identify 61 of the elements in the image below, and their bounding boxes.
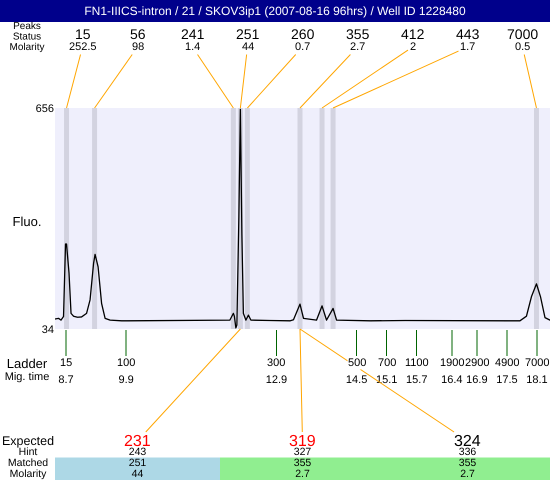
text: Peaks bbox=[13, 20, 41, 32]
text: Molarity bbox=[10, 468, 48, 480]
x-tick-label: 15.1 bbox=[376, 374, 398, 386]
text: 2.7 bbox=[460, 468, 475, 480]
band-label: 412 bbox=[401, 26, 425, 42]
text: 336 bbox=[458, 446, 476, 458]
band-label: 443 bbox=[456, 26, 480, 42]
y-axis-title: Fluo. bbox=[12, 214, 42, 228]
text: Expected bbox=[2, 434, 54, 448]
annotation: 0.7 bbox=[295, 41, 310, 53]
band-label: 260 bbox=[291, 26, 315, 42]
x-tick-label: 8.7 bbox=[58, 374, 74, 386]
annotation: 252.5 bbox=[69, 41, 97, 53]
text: 2.7 bbox=[295, 468, 310, 480]
text: 327 bbox=[294, 446, 312, 458]
text: 251 bbox=[128, 457, 146, 469]
annotation: 0.5 bbox=[515, 41, 530, 53]
x-tick-label: 18.1 bbox=[526, 374, 548, 386]
band-label: 355 bbox=[346, 26, 370, 42]
text: 355 bbox=[294, 457, 312, 469]
y-tick-label: 34 bbox=[42, 324, 54, 336]
text: 500 bbox=[348, 357, 366, 369]
text: 2900 bbox=[465, 357, 490, 369]
annotation: 2.7 bbox=[350, 41, 366, 53]
text: 100 bbox=[117, 357, 136, 369]
text: Status bbox=[12, 31, 42, 42]
annotation: 98 bbox=[132, 41, 144, 53]
text: 15 bbox=[60, 357, 72, 369]
text: 44 bbox=[132, 468, 144, 480]
text: Ladder bbox=[6, 356, 48, 370]
y-tick-label: 656 bbox=[36, 102, 54, 115]
text: 243 bbox=[128, 446, 146, 458]
text: 1900 bbox=[440, 357, 464, 369]
chart-title: FN1-IIICS-intron / 21 / SKOV3ip1 (2007-08-16 96hrs) / Well ID 1228480 bbox=[0, 0, 550, 22]
text: 700 bbox=[378, 357, 396, 369]
text: Matched bbox=[8, 457, 48, 469]
x-axis-title: Mig. time bbox=[4, 371, 50, 383]
annotation: 44 bbox=[242, 41, 254, 53]
line-series bbox=[55, 108, 550, 329]
annotation: 1.4 bbox=[185, 41, 200, 53]
text: 355 bbox=[458, 457, 476, 469]
text: Hint bbox=[18, 446, 38, 458]
x-tick-label: 16.9 bbox=[466, 374, 488, 386]
band-label: 15 bbox=[75, 26, 91, 42]
text: 7000 bbox=[525, 357, 550, 369]
band-label: 7000 bbox=[507, 26, 538, 42]
annotation: 2 bbox=[410, 41, 416, 53]
band-label: 251 bbox=[236, 26, 260, 42]
band-label: 241 bbox=[181, 26, 205, 42]
text: 4900 bbox=[495, 357, 520, 369]
x-tick-label: 16.4 bbox=[441, 374, 463, 386]
x-tick-label: 17.5 bbox=[496, 374, 518, 386]
x-tick-label: 12.9 bbox=[266, 374, 288, 386]
text: 300 bbox=[267, 357, 286, 369]
x-tick-label: 14.5 bbox=[346, 374, 368, 386]
band-label: 56 bbox=[130, 26, 146, 42]
text: Molarity bbox=[9, 42, 45, 52]
x-tick-label: 9.9 bbox=[118, 374, 134, 386]
annotation: 1.7 bbox=[460, 41, 476, 53]
text: 1100 bbox=[405, 357, 429, 369]
x-tick-label: 15.7 bbox=[406, 374, 428, 386]
